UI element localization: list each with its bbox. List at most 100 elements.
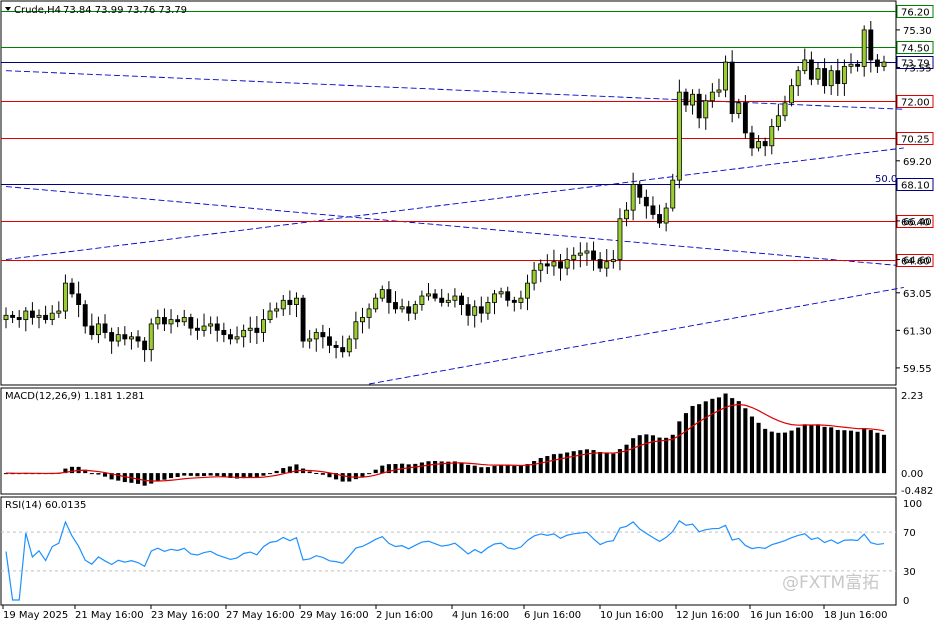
candle-body xyxy=(3,314,9,321)
macd-bar xyxy=(182,473,187,476)
candle-body xyxy=(300,297,306,342)
candle-body xyxy=(346,338,352,353)
macd-bar xyxy=(835,429,840,474)
candle-body xyxy=(327,336,332,346)
trend-line-2 xyxy=(5,186,904,267)
horizontal-levels: 76.20 74.50 73.79 72.00 70.25 68.10 66.40 64.60 xyxy=(1,5,934,268)
candle-body xyxy=(558,261,563,269)
price-tick-label-1: 73.55 xyxy=(903,63,932,74)
candle-body xyxy=(505,291,511,301)
macd-bar xyxy=(413,463,418,474)
candle-body xyxy=(102,323,108,333)
candle-body xyxy=(769,126,775,147)
macd-bar xyxy=(459,462,464,474)
candle-body xyxy=(261,319,266,333)
level-label-3: 72.00 xyxy=(901,98,930,109)
rsi-label: RSI(14) 60.0135 xyxy=(5,500,86,511)
candle-body xyxy=(188,317,194,329)
candle-body xyxy=(36,314,42,318)
macd-bar xyxy=(63,468,68,474)
candle-body xyxy=(828,70,834,87)
macd-bar xyxy=(723,393,728,474)
macd-bar xyxy=(102,473,108,477)
candle-body xyxy=(340,347,346,353)
macd-bar xyxy=(769,431,774,474)
macd-bar xyxy=(604,452,609,474)
macd-bar xyxy=(716,397,722,474)
macd-bar xyxy=(254,473,259,478)
macd-bar xyxy=(155,473,160,481)
candle-body xyxy=(313,332,319,340)
time-label-10: 16 Jun 16:00 xyxy=(750,610,814,621)
candle-body xyxy=(214,323,220,331)
macd-bar xyxy=(743,408,748,474)
candle-body xyxy=(128,336,134,340)
macd-bar xyxy=(518,465,523,474)
level-label-7: 64.60 xyxy=(901,257,930,268)
time-label-3: 27 May 16:00 xyxy=(226,610,295,621)
macd-bar xyxy=(439,461,444,474)
rsi-polyline xyxy=(5,519,885,601)
candle-body xyxy=(868,29,874,61)
macd-bar xyxy=(472,465,477,474)
candle-body xyxy=(696,93,702,119)
macd-bar xyxy=(756,422,761,474)
macd-bar xyxy=(320,473,325,475)
candle-body xyxy=(657,214,662,224)
candle-body xyxy=(848,63,854,67)
macd-bar xyxy=(386,464,391,474)
candle-body xyxy=(333,344,339,348)
candle-body xyxy=(287,299,293,305)
candle-body xyxy=(95,323,101,336)
candle-body xyxy=(564,259,570,269)
macd-signal-line xyxy=(5,403,885,482)
macd-bar xyxy=(261,473,266,476)
macd-bar xyxy=(281,468,286,474)
candle-body xyxy=(161,317,167,325)
candle-body xyxy=(280,299,286,310)
macd-bar xyxy=(142,473,147,486)
trend-line-0 xyxy=(5,70,904,110)
candle-body xyxy=(531,269,537,284)
macd-bar xyxy=(644,434,649,474)
candle-body xyxy=(234,336,240,340)
macd-bar xyxy=(314,473,319,475)
macd-bar xyxy=(868,430,873,474)
candle-body xyxy=(181,317,187,323)
candle-body xyxy=(643,196,649,207)
candle-body xyxy=(208,323,214,327)
candle-body xyxy=(729,61,735,114)
level-label-6: 66.40 xyxy=(901,218,930,229)
candle-body xyxy=(841,65,847,84)
macd-bar xyxy=(248,473,253,478)
candle-body xyxy=(789,85,795,104)
macd-bar xyxy=(591,450,596,474)
macd-bar xyxy=(89,473,94,475)
candle-body xyxy=(82,304,88,327)
macd-bar xyxy=(763,428,768,474)
candle-body xyxy=(881,61,887,67)
macd-bar xyxy=(334,473,339,480)
macd-bar xyxy=(815,424,821,474)
time-label-7: 6 Jun 16:00 xyxy=(524,610,581,621)
symbol-dropdown-icon[interactable] xyxy=(5,7,11,11)
candle-body xyxy=(518,297,524,303)
macd-bar xyxy=(677,421,682,474)
candle-body xyxy=(148,323,154,351)
macd-bar xyxy=(848,430,854,474)
macd-bar xyxy=(307,471,312,474)
macd-bar xyxy=(367,473,372,475)
macd-bar xyxy=(96,473,101,475)
candle-body xyxy=(393,302,398,310)
macd-bar xyxy=(624,444,629,474)
candle-body xyxy=(16,317,22,321)
candle-body xyxy=(62,282,68,312)
macd-bar xyxy=(881,434,887,474)
candle-body xyxy=(874,59,880,67)
price-tick-label-3: 66.40 xyxy=(903,217,932,228)
macd-bar xyxy=(584,449,589,474)
candle-body xyxy=(525,282,530,299)
macd-bar xyxy=(83,469,88,474)
macd-bar xyxy=(505,465,510,474)
macd-bar xyxy=(485,467,490,474)
